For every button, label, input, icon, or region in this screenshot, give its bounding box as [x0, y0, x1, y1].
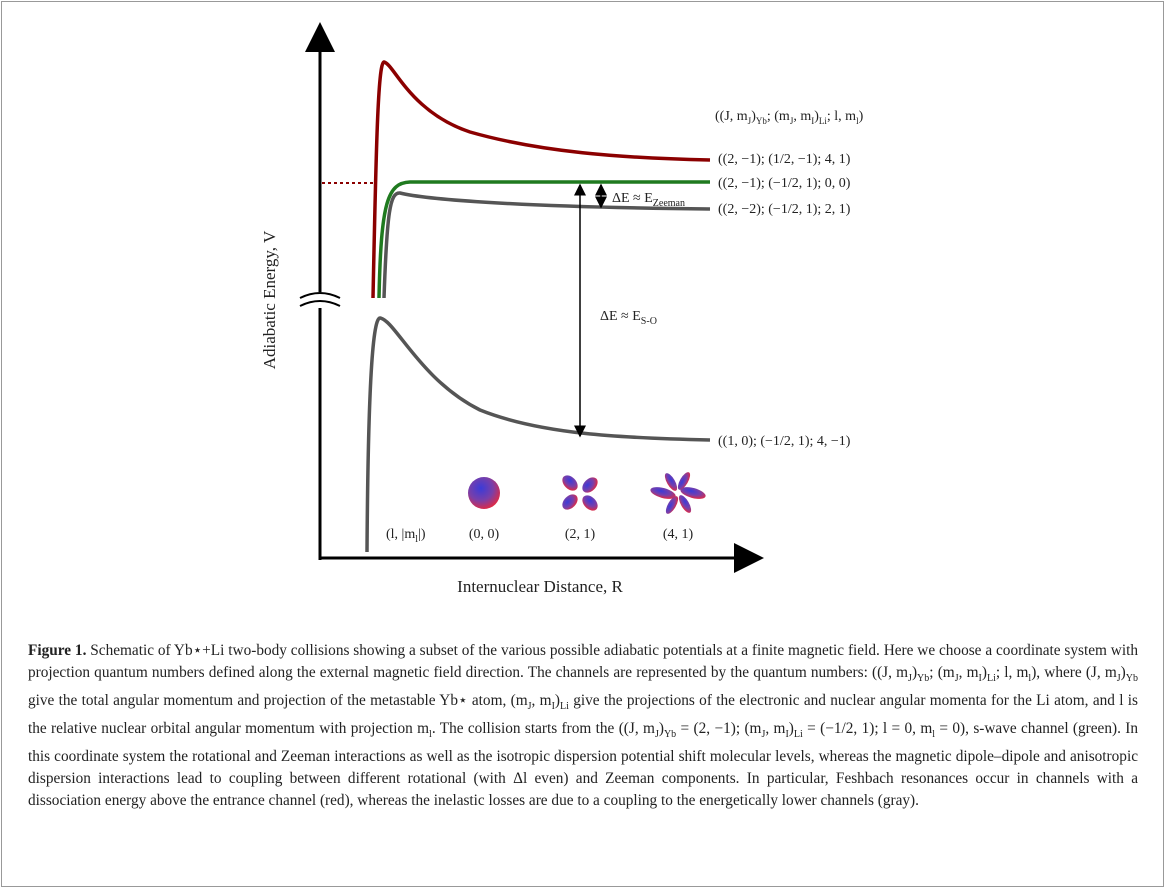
subscript: J	[954, 673, 959, 685]
text-part: ((J, m	[715, 109, 748, 124]
text-part: Schematic of Yb⋆+Li two-body collisions …	[28, 642, 1138, 681]
text-part: )	[788, 720, 794, 738]
subscript: l	[856, 116, 859, 126]
caption: Figure 1. Schematic of Yb⋆+Li two-body c…	[28, 640, 1138, 812]
text-part: ΔE ≈ E	[612, 191, 653, 206]
green-curve	[377, 180, 710, 299]
subscript: J	[527, 701, 532, 713]
text-part: )	[911, 664, 918, 681]
subscript: l	[1028, 673, 1032, 685]
text-part: )	[751, 109, 756, 124]
orbital-d	[562, 475, 598, 511]
subscript: J	[1116, 673, 1121, 685]
orbital-label: (4, 1)	[663, 527, 694, 542]
text-part: . The collision starts from the ((J, m	[431, 720, 655, 738]
curve-label: ((2, −1); (1/2, −1); 4, 1)	[718, 152, 851, 167]
subscript: J	[748, 116, 752, 126]
subscript: Li	[819, 116, 827, 126]
orbital-g	[650, 472, 706, 514]
text-part: = (2, −1); (m	[676, 720, 762, 738]
text-part: ΔE ≈ E	[600, 309, 641, 324]
text-part: )	[1120, 664, 1126, 681]
red-curve	[371, 60, 711, 299]
text-part: give the projections of the electronic a…	[28, 692, 1138, 738]
text-part: , m	[958, 664, 979, 681]
text-part: = 0), s-wave channel (green). In this co…	[28, 720, 1139, 810]
subscript: I	[978, 673, 982, 685]
text-part: give the total angular momentum and proj…	[28, 692, 528, 710]
text-part: ; l, m	[995, 664, 1029, 681]
curve-label: ((1, 0); (−1/2, 1); 4, −1)	[718, 434, 851, 449]
curve-label: ((2, −1); (−1/2, 1); 0, 0)	[718, 176, 851, 191]
text-part: ; l, m	[827, 109, 856, 124]
axis-break	[299, 292, 341, 307]
subscript: S-O	[641, 316, 657, 327]
subscript: J	[908, 673, 912, 685]
subscript: I	[811, 116, 814, 126]
caption-text: Schematic of Yb⋆+Li two-body collisions …	[28, 642, 1138, 809]
gray-curve-lower	[365, 316, 711, 553]
header-label: ((J, mJ)Yb; (mJ, mI)Li; l, ml)	[715, 109, 864, 126]
text-part: , m	[531, 692, 552, 710]
subscript: Yb	[1125, 673, 1139, 685]
subscript: I	[551, 701, 555, 713]
subscript: Zeeman	[653, 198, 685, 209]
figure: Adiabatic Energy, V Internuclear Distanc…	[260, 22, 864, 596]
subscript: l	[415, 534, 418, 545]
text-part: )	[814, 109, 819, 124]
subscript: Yb	[663, 729, 677, 741]
subscript: Yb	[917, 673, 930, 685]
orbital-label: (0, 0)	[469, 527, 500, 542]
y-axis-label: Adiabatic Energy, V	[260, 230, 279, 369]
text-part: ; (m	[929, 664, 955, 681]
subscript: l	[932, 729, 936, 741]
text-part: |)	[418, 527, 426, 542]
text-part: )	[981, 664, 987, 681]
text-part: (l, |m	[386, 527, 415, 542]
caption-label: Figure 1.	[28, 642, 87, 659]
orbital-s	[468, 477, 500, 509]
text-part: = (−1/2, 1); l = 0, m	[802, 720, 933, 738]
orbital-header: (l, |ml|)	[386, 527, 426, 545]
text-part: , m	[793, 109, 811, 124]
subscript: J	[790, 116, 794, 126]
subscript: Li	[986, 673, 996, 685]
text-part: ), where (J, m	[1031, 664, 1117, 681]
subscript: J	[654, 729, 659, 741]
delta-so-label: ΔE ≈ ES-O	[600, 309, 657, 327]
text-part: , m	[765, 720, 786, 738]
subscript: Li	[560, 701, 569, 713]
text-part: ; (m	[767, 109, 790, 124]
text-part: )	[658, 720, 664, 738]
text-part: )	[554, 692, 561, 710]
subscript: Yb	[756, 116, 767, 126]
subscript: J	[761, 729, 766, 741]
text-part: )	[859, 109, 864, 124]
curve-label: ((2, −2); (−1/2, 1); 2, 1)	[718, 202, 851, 217]
x-axis-label: Internuclear Distance, R	[457, 577, 623, 596]
delta-zeeman-label: ΔE ≈ EZeeman	[612, 191, 685, 209]
orbital-label: (2, 1)	[565, 527, 596, 542]
subscript: Li	[793, 729, 803, 741]
subscript: l	[429, 729, 432, 741]
subscript: I	[785, 729, 789, 741]
